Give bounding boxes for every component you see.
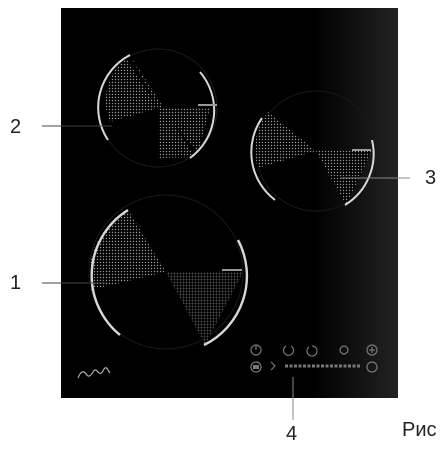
zone-3-ring-arc (250, 117, 276, 201)
lock-icon[interactable] (250, 361, 262, 373)
timer-icon[interactable] (282, 345, 295, 356)
minus-icon[interactable] (339, 345, 349, 355)
zone-select-icon[interactable] (270, 361, 276, 371)
callout-2: 2 (10, 116, 22, 138)
zone-2-ring-arc (97, 54, 131, 141)
plus-icon[interactable] (366, 344, 378, 356)
brand-logo (77, 367, 111, 379)
cooking-zone-1 (88, 194, 249, 350)
callout-4: 4 (286, 423, 298, 445)
zone-1-ring-arc (90, 208, 129, 336)
callout-3: 3 (425, 167, 437, 189)
cooking-zone-2 (97, 48, 218, 168)
figure-caption: Рис (402, 419, 437, 441)
touch-control-panel (250, 344, 378, 373)
timer-2-icon[interactable] (306, 345, 318, 357)
callout-1: 1 (10, 272, 22, 294)
boost-icon[interactable] (366, 361, 378, 373)
